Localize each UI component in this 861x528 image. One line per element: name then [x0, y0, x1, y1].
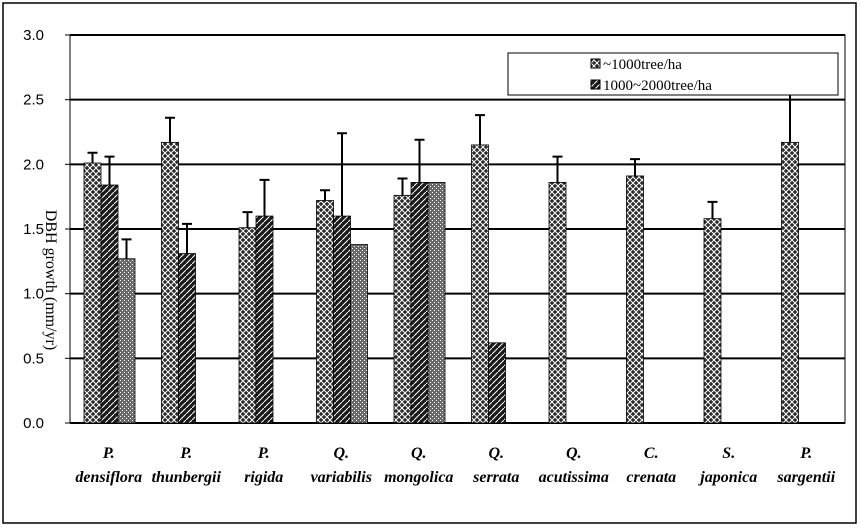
y-tick-label: 1.0 [23, 286, 44, 303]
bar [703, 218, 722, 424]
x-tick-label: Q. mongolica [384, 445, 453, 486]
x-tick-label: P. sargentii [776, 445, 835, 486]
x-tick-label: P. densiflora [75, 445, 142, 486]
x-tick-label: S. japonica [697, 445, 757, 486]
bar [488, 342, 506, 424]
bar [255, 215, 274, 424]
legend-label: 1000~2000tree/ha [603, 78, 712, 94]
legend [507, 52, 839, 96]
error-bar [397, 177, 408, 196]
error-bar [475, 114, 485, 145]
error-bar [707, 200, 718, 219]
y-tick-label: 3.0 [23, 27, 44, 44]
error-bar [121, 238, 132, 259]
x-tick-label: Q. serrata [472, 445, 519, 486]
legend-label: ~1000tree/ha [603, 57, 682, 73]
legend-swatch [590, 58, 601, 69]
bar [238, 227, 257, 424]
bar [427, 182, 446, 424]
bar [393, 194, 412, 424]
bar [781, 141, 799, 424]
error-bar [182, 222, 192, 254]
error-bar [320, 189, 330, 201]
legend-swatch [590, 79, 601, 90]
error-bar [87, 151, 98, 164]
bar [100, 184, 119, 424]
y-tick-label: 2.5 [23, 92, 44, 109]
x-tick-label: Q. variabilis [311, 445, 372, 486]
bar [333, 215, 351, 424]
x-tick-label: P. thunbergii [152, 445, 222, 486]
bar [161, 141, 179, 424]
bar [178, 253, 196, 424]
error-bar [337, 132, 347, 217]
bar [410, 182, 429, 424]
bar [471, 144, 489, 424]
x-tick-label: P. rigida [244, 445, 283, 486]
x-tick-label: C. crenata [626, 445, 676, 486]
bar [316, 200, 334, 424]
y-tick-label: 1.5 [23, 221, 44, 238]
error-bar [552, 155, 563, 183]
error-bar [242, 211, 253, 228]
error-bar [165, 116, 175, 143]
error-bar [630, 158, 640, 176]
bar [548, 182, 567, 424]
bar [350, 244, 368, 424]
error-bar [414, 138, 425, 183]
error-bar [104, 155, 115, 186]
x-tick-label: Q. acutissima [539, 445, 609, 486]
bar [626, 175, 644, 424]
y-tick-label: 0.5 [23, 350, 44, 367]
bar [117, 258, 136, 424]
y-tick-label: 0.0 [23, 415, 44, 432]
bar [83, 162, 102, 424]
error-bar [259, 178, 270, 217]
y-tick-label: 2.0 [23, 156, 44, 173]
y-axis-label: DBH growth (mm/yr) [42, 210, 59, 350]
